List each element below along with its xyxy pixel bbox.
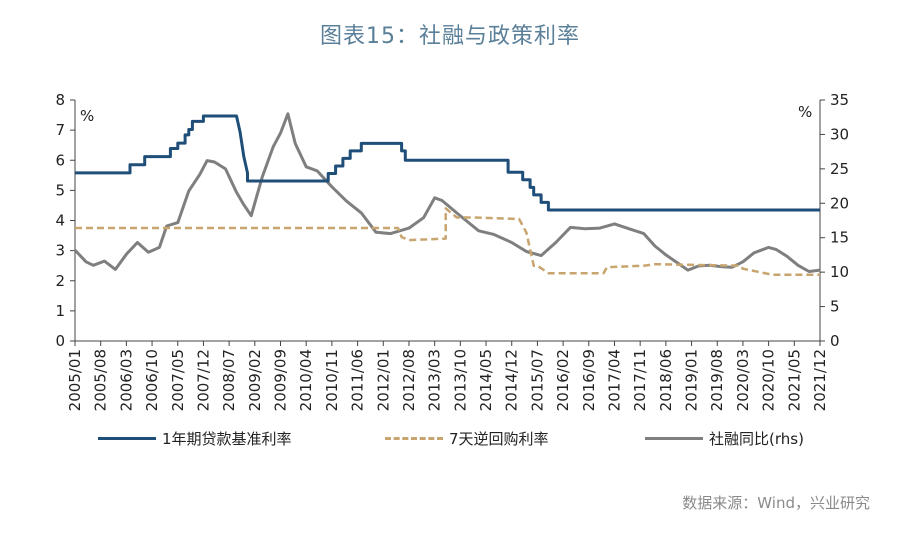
x-tick-label: 2017/04 [605,349,623,411]
right-y-tick-label: 5 [830,298,840,316]
x-tick-label: 2005/01 [66,349,84,411]
legend-item-tsf-growth: 社融同比(rhs) [645,428,804,448]
x-tick-label: 2012/08 [400,349,418,411]
x-tick-label: 2014/05 [477,349,495,411]
left-axis-unit: % [80,107,94,125]
legend-swatch-loan-rate [98,436,156,440]
right-y-tick-label: 20 [830,194,849,212]
legend-swatch-reverse-repo [385,436,443,440]
left-y-tick-label: 8 [55,91,65,109]
chart-axes: 0 1 2 3 4 5 6 7 8 0 5 10 15 20 25 30 35 2005/01 2005/08 200… [55,91,849,411]
legend-label-loan-rate: 1年期贷款基准利率 [162,429,292,448]
right-y-tick-label: 10 [830,263,849,281]
chart-title: 图表15：社融与政策利率 [320,24,580,49]
x-tick-label: 2021/12 [811,349,829,411]
right-y-tick-label: 35 [830,91,849,109]
x-tick-label: 2007/05 [169,349,187,411]
x-tick-label: 2013/10 [451,349,469,411]
x-tick-label: 2010/11 [323,349,341,411]
right-y-tick-label: 30 [830,125,849,143]
legend-item-reverse-repo: 7天逆回购利率 [385,428,549,448]
left-y-tick-label: 1 [55,302,65,320]
legend-label-tsf-growth: 社融同比(rhs) [709,429,804,448]
x-tick-label: 2019/08 [708,349,726,411]
series-line-loan-rate [75,114,820,212]
x-tick-label: 2009/02 [246,349,264,411]
x-tick-label: 2009/09 [272,349,290,411]
x-tick-label: 2017/11 [631,349,649,411]
x-tick-label: 2019/01 [683,349,701,411]
legend-item-loan-rate: 1年期贷款基准利率 [98,428,292,448]
source-note: 数据来源：Wind，兴业研究 [682,494,870,512]
x-tick-label: 2008/07 [220,349,238,411]
x-tick-label: 2006/03 [117,349,135,411]
x-tick-label: 2012/01 [374,349,392,411]
x-tick-label: 2020/03 [734,349,752,411]
series-line-tsf-growth [73,112,821,273]
right-y-tick-label: 15 [830,229,849,247]
x-tick-label: 2014/12 [503,349,521,411]
left-y-tick-label: 5 [55,181,65,199]
right-y-tick-label: 0 [830,332,840,350]
chart-series [73,112,821,276]
left-y-tick-label: 6 [55,151,65,169]
x-tick-label: 2005/08 [92,349,110,411]
x-tick-label: 2010/04 [297,349,315,411]
x-tick-label: 2011/06 [349,349,367,411]
x-tick-label: 2020/10 [760,349,778,411]
x-tick-label: 2015/07 [528,349,546,411]
x-tick-label: 2016/02 [554,349,572,411]
x-tick-label: 2007/12 [194,349,212,411]
left-y-tick-label: 4 [55,212,65,230]
left-y-tick-label: 2 [55,272,65,290]
left-y-tick-label: 7 [55,121,65,139]
right-y-tick-label: 25 [830,160,849,178]
x-tick-label: 2016/09 [580,349,598,411]
right-axis-unit: % [798,103,812,121]
x-tick-label: 2013/03 [426,349,444,411]
left-y-tick-label: 3 [55,242,65,260]
x-tick-label: 2018/06 [657,349,675,411]
legend-swatch-tsf-growth [645,436,703,440]
x-tick-label: 2006/10 [143,349,161,411]
left-y-tick-label: 0 [55,332,65,350]
x-tick-label: 2021/05 [785,349,803,411]
legend-label-reverse-repo: 7天逆回购利率 [449,429,549,448]
